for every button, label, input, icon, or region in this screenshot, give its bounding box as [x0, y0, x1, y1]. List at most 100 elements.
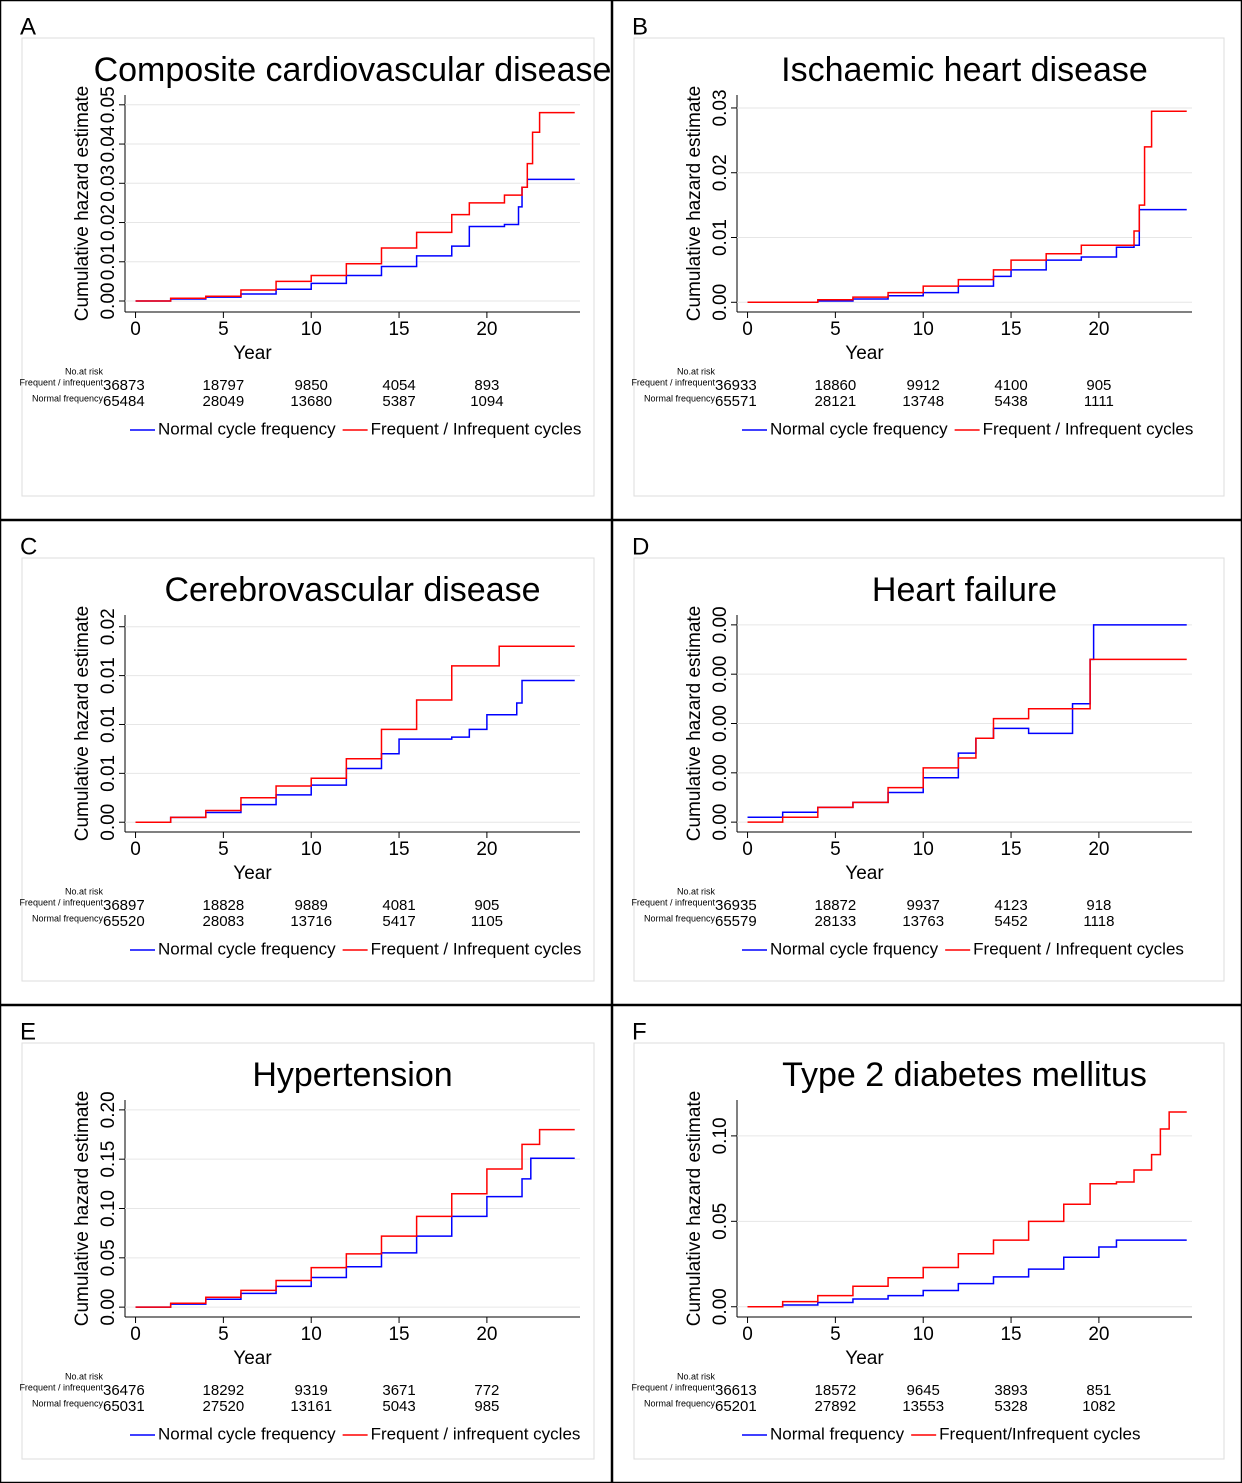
chart-title: Heart failure — [872, 571, 1057, 609]
y-tick-label: 0.05 — [710, 1203, 731, 1240]
risk-row-label: Frequent / infrequent — [19, 377, 103, 387]
y-tick-label: 0.10 — [710, 1117, 731, 1154]
x-axis-title: Year — [233, 863, 272, 884]
x-tick-label: 10 — [301, 319, 322, 340]
legend-label: Normal cycle frquency — [770, 939, 939, 958]
risk-count: 18860 — [815, 377, 857, 394]
risk-count: 9937 — [907, 897, 940, 914]
hazard-line — [747, 1239, 1187, 1308]
legend-label: Frequent / Infrequent cycles — [973, 939, 1184, 958]
risk-count: 13763 — [902, 913, 944, 930]
y-tick-label: 0.01 — [98, 706, 119, 743]
y-axis-title: Cumulative hazard estimate — [72, 86, 93, 322]
risk-count: 36873 — [103, 377, 145, 394]
risk-row-label: Frequent / infrequent — [19, 1382, 103, 1392]
risk-count: 28049 — [203, 393, 245, 410]
risk-count: 27892 — [815, 1398, 857, 1415]
y-tick-label: 0.00 — [98, 1289, 119, 1326]
y-tick-label: 0.05 — [98, 1239, 119, 1276]
risk-count: 1082 — [1082, 1398, 1115, 1415]
risk-table-title: No.at risk — [65, 886, 104, 896]
panel: A Composite cardiovascular disease 0 5 10 15 2… — [0, 0, 613, 521]
risk-count: 4123 — [994, 897, 1027, 914]
hazard-line — [747, 1111, 1187, 1308]
panel-letter: F — [632, 1018, 647, 1045]
risk-row-label: Normal frequency — [644, 913, 716, 923]
plot-frame — [21, 557, 595, 982]
x-tick-label: 10 — [913, 1324, 934, 1345]
y-tick-label: 0.00 — [710, 705, 731, 742]
x-tick-label: 20 — [476, 1324, 497, 1345]
chart-title: Type 2 diabetes mellitus — [782, 1056, 1147, 1094]
risk-table-title: No.at risk — [677, 366, 716, 376]
risk-count: 905 — [474, 897, 499, 914]
y-tick-label: 0.03 — [710, 89, 731, 126]
risk-count: 5417 — [382, 913, 415, 930]
x-axis-title: Year — [233, 1348, 272, 1369]
risk-count: 5043 — [382, 1398, 415, 1415]
risk-count: 13553 — [902, 1398, 944, 1415]
risk-count: 13748 — [902, 393, 944, 410]
legend-label: Frequent / Infrequent cycles — [983, 419, 1194, 438]
chart-title: Composite cardiovascular disease — [94, 51, 612, 89]
y-tick-label: 0.00 — [98, 283, 119, 320]
risk-count: 28083 — [203, 913, 245, 930]
risk-count: 1111 — [1084, 393, 1114, 410]
x-tick-label: 5 — [830, 319, 841, 340]
x-tick-label: 0 — [130, 839, 141, 860]
risk-count: 985 — [474, 1398, 499, 1415]
risk-count: 65031 — [103, 1398, 145, 1415]
x-axis-title: Year — [233, 343, 272, 364]
risk-count: 65201 — [715, 1398, 757, 1415]
risk-count: 9319 — [295, 1382, 328, 1399]
risk-count: 13716 — [290, 913, 332, 930]
y-tick-label: 0.10 — [98, 1190, 119, 1227]
x-tick-label: 15 — [1000, 319, 1021, 340]
plot-frame — [633, 557, 1225, 982]
risk-count: 13680 — [290, 393, 332, 410]
x-tick-label: 0 — [130, 1324, 141, 1345]
risk-count: 65579 — [715, 913, 757, 930]
risk-row-label: Frequent / infrequent — [631, 377, 715, 387]
risk-table-title: No.at risk — [677, 886, 716, 896]
x-tick-label: 15 — [388, 319, 409, 340]
y-tick-label: 0.00 — [710, 1288, 731, 1325]
risk-row-label: Normal frequency — [32, 393, 104, 403]
x-tick-label: 15 — [388, 839, 409, 860]
panel: E Hypertension 0 5 10 15 20 0.00 0.05 0.10 0.15 0.2… — [0, 1004, 613, 1483]
panel: B Ischaemic heart disease 0 5 10 15 20 0.00 0.01… — [611, 0, 1242, 521]
hazard-line — [747, 208, 1187, 304]
risk-row-label: Frequent / infrequent — [19, 897, 103, 907]
x-tick-label: 0 — [130, 319, 141, 340]
y-axis-title: Cumulative hazard estimate — [684, 86, 705, 322]
x-axis-title: Year — [845, 343, 884, 364]
risk-count: 9912 — [907, 377, 940, 394]
x-tick-label: 15 — [388, 1324, 409, 1345]
chart-title: Hypertension — [252, 1056, 452, 1094]
legend-label: Frequent / infrequent cycles — [371, 1424, 581, 1443]
risk-count: 9850 — [295, 377, 328, 394]
x-tick-label: 20 — [1088, 839, 1109, 860]
risk-count: 18872 — [815, 897, 857, 914]
risk-count: 1094 — [470, 393, 503, 410]
risk-count: 4100 — [994, 377, 1027, 394]
risk-count: 36476 — [103, 1382, 145, 1399]
risk-count: 18797 — [203, 377, 245, 394]
risk-count: 918 — [1086, 897, 1111, 914]
y-tick-label: 0.15 — [98, 1141, 119, 1178]
risk-count: 28121 — [815, 393, 857, 410]
risk-table-title: No.at risk — [65, 366, 104, 376]
x-tick-label: 0 — [742, 1324, 753, 1345]
plot-frame — [633, 1042, 1225, 1460]
y-tick-label: 0.02 — [710, 154, 731, 191]
legend-label: Frequent/Infrequent cycles — [939, 1424, 1140, 1443]
risk-row-label: Frequent / infrequent — [631, 1382, 715, 1392]
panel-letter: C — [20, 533, 37, 560]
panel-border — [0, 519, 613, 1006]
risk-count: 13161 — [290, 1398, 332, 1415]
risk-count: 9889 — [295, 897, 328, 914]
risk-row-label: Normal frequency — [644, 393, 716, 403]
y-tick-label: 0.00 — [710, 804, 731, 841]
y-tick-label: 0.04 — [98, 125, 119, 162]
y-tick-label: 0.00 — [98, 804, 119, 841]
